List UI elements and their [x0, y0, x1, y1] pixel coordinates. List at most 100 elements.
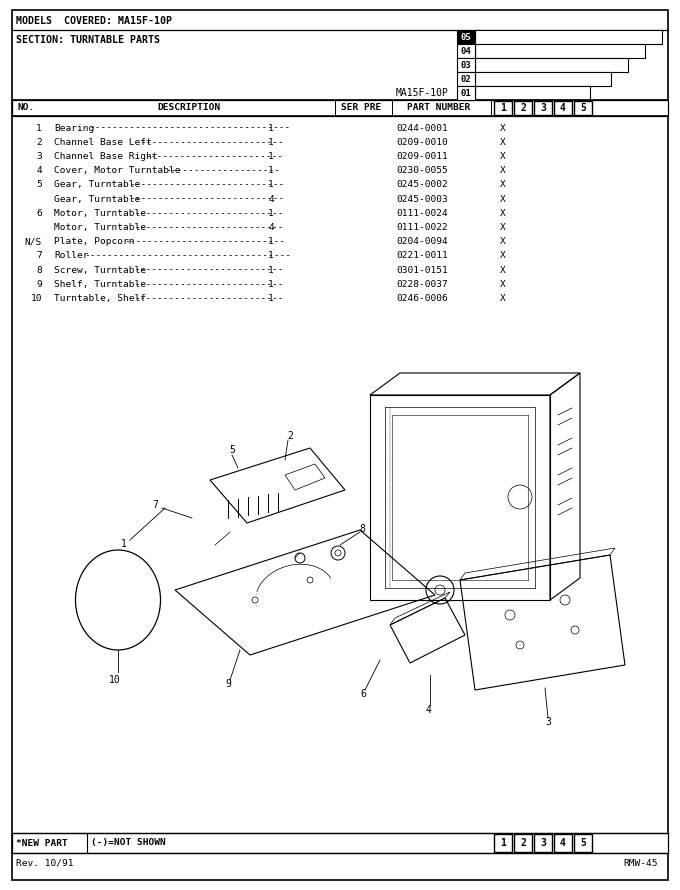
Text: 4: 4 [268, 223, 274, 232]
Text: MODELS  COVERED: MA15F-10P: MODELS COVERED: MA15F-10P [16, 16, 172, 26]
Text: --------------------------: -------------------------- [135, 294, 284, 303]
Text: Cover, Motor Turntable: Cover, Motor Turntable [54, 166, 180, 175]
Text: 1: 1 [268, 124, 274, 133]
Text: 5: 5 [229, 445, 235, 455]
Text: 7: 7 [36, 251, 42, 261]
Text: 1: 1 [121, 539, 127, 549]
Bar [574, 101, 592, 115]
Text: X: X [500, 181, 506, 190]
Text: 3: 3 [36, 152, 42, 161]
Bar [457, 58, 475, 72]
Text: 2: 2 [520, 103, 526, 113]
Text: 02: 02 [460, 75, 471, 84]
Bar [12, 833, 668, 853]
Text: 4: 4 [560, 838, 566, 848]
Text: Channel Base Left: Channel Base Left [54, 138, 152, 147]
Text: Gear, Turntable: Gear, Turntable [54, 181, 140, 190]
Bar [514, 101, 532, 115]
Text: 0111-0022: 0111-0022 [396, 223, 447, 232]
Text: Gear, Turntable: Gear, Turntable [54, 195, 140, 204]
Text: (-)=NOT SHOWN: (-)=NOT SHOWN [91, 838, 166, 847]
Text: 3: 3 [545, 717, 551, 727]
Text: 2: 2 [36, 138, 42, 147]
Text: 1: 1 [500, 838, 506, 848]
Bar [457, 44, 475, 58]
Text: 01: 01 [460, 88, 471, 98]
Text: X: X [500, 124, 506, 133]
Text: ----------------------------: ---------------------------- [124, 238, 286, 247]
Text: 1: 1 [268, 209, 274, 218]
Text: X: X [500, 294, 506, 303]
Text: X: X [500, 195, 506, 204]
Text: 2: 2 [520, 838, 526, 848]
Text: 1: 1 [268, 279, 274, 288]
Text: PART NUMBER: PART NUMBER [407, 103, 471, 112]
Bar [534, 101, 552, 115]
Text: ---------------------------: --------------------------- [130, 195, 285, 204]
Text: 2: 2 [287, 431, 293, 441]
Text: 3: 3 [540, 838, 546, 848]
Text: -----------------------------------: ----------------------------------- [89, 124, 290, 133]
Text: Roller: Roller [54, 251, 88, 261]
Bar [475, 30, 662, 44]
Text: 1: 1 [36, 124, 42, 133]
Text: 4: 4 [425, 705, 431, 715]
Text: Turntable, Shelf: Turntable, Shelf [54, 294, 146, 303]
Text: 1: 1 [268, 166, 274, 175]
Text: ------------------------: ------------------------ [145, 152, 283, 161]
Bar [457, 72, 475, 86]
Text: 7: 7 [152, 500, 158, 510]
Text: 10: 10 [31, 294, 42, 303]
Text: 05: 05 [460, 33, 471, 42]
Text: 8: 8 [359, 524, 365, 534]
Bar [494, 834, 512, 852]
Text: N/S: N/S [24, 238, 42, 247]
Text: X: X [500, 238, 506, 247]
Text: 4: 4 [268, 195, 274, 204]
Bar [12, 100, 668, 116]
Text: --------------------: -------------------- [165, 166, 280, 175]
Text: 0111-0024: 0111-0024 [396, 209, 447, 218]
Text: 9: 9 [225, 679, 231, 689]
Text: 0221-0011: 0221-0011 [396, 251, 447, 261]
Bar [475, 44, 645, 58]
Text: 1: 1 [268, 265, 274, 275]
Text: X: X [500, 166, 506, 175]
Text: Motor, Turntable: Motor, Turntable [54, 209, 146, 218]
Text: -------------------------: ------------------------- [140, 138, 284, 147]
Text: ------------------------------------: ------------------------------------ [84, 251, 291, 261]
Text: NO.: NO. [18, 103, 35, 112]
Text: SECTION: TURNTABLE PARTS: SECTION: TURNTABLE PARTS [16, 35, 160, 45]
Bar [494, 101, 512, 115]
Text: 1: 1 [268, 152, 274, 161]
Text: Channel Base Right: Channel Base Right [54, 152, 158, 161]
Text: Screw, Turntable: Screw, Turntable [54, 265, 146, 275]
Text: --------------------------: -------------------------- [135, 209, 284, 218]
Text: 0228-0037: 0228-0037 [396, 279, 447, 288]
Text: MA15F-10P: MA15F-10P [396, 88, 449, 98]
Text: 0209-0011: 0209-0011 [396, 152, 447, 161]
Bar [534, 834, 552, 852]
Text: DESCRIPTION: DESCRIPTION [157, 103, 220, 112]
Text: 9: 9 [36, 279, 42, 288]
Text: --------------------------: -------------------------- [135, 223, 284, 232]
Text: RMW-45: RMW-45 [624, 859, 658, 868]
Text: 0245-0002: 0245-0002 [396, 181, 447, 190]
Text: --------------------------: -------------------------- [135, 279, 284, 288]
Text: ---------------------------: --------------------------- [130, 181, 285, 190]
Text: X: X [500, 209, 506, 218]
Text: 03: 03 [460, 61, 471, 69]
Text: 0209-0010: 0209-0010 [396, 138, 447, 147]
Bar [457, 86, 475, 100]
Bar [475, 58, 628, 72]
Text: 5: 5 [580, 103, 586, 113]
Text: 3: 3 [540, 103, 546, 113]
Bar [554, 834, 572, 852]
Text: --------------------------: -------------------------- [135, 265, 284, 275]
Bar [554, 101, 572, 115]
Text: 0245-0003: 0245-0003 [396, 195, 447, 204]
Bar [574, 834, 592, 852]
Text: X: X [500, 265, 506, 275]
Text: X: X [500, 152, 506, 161]
Text: X: X [500, 138, 506, 147]
